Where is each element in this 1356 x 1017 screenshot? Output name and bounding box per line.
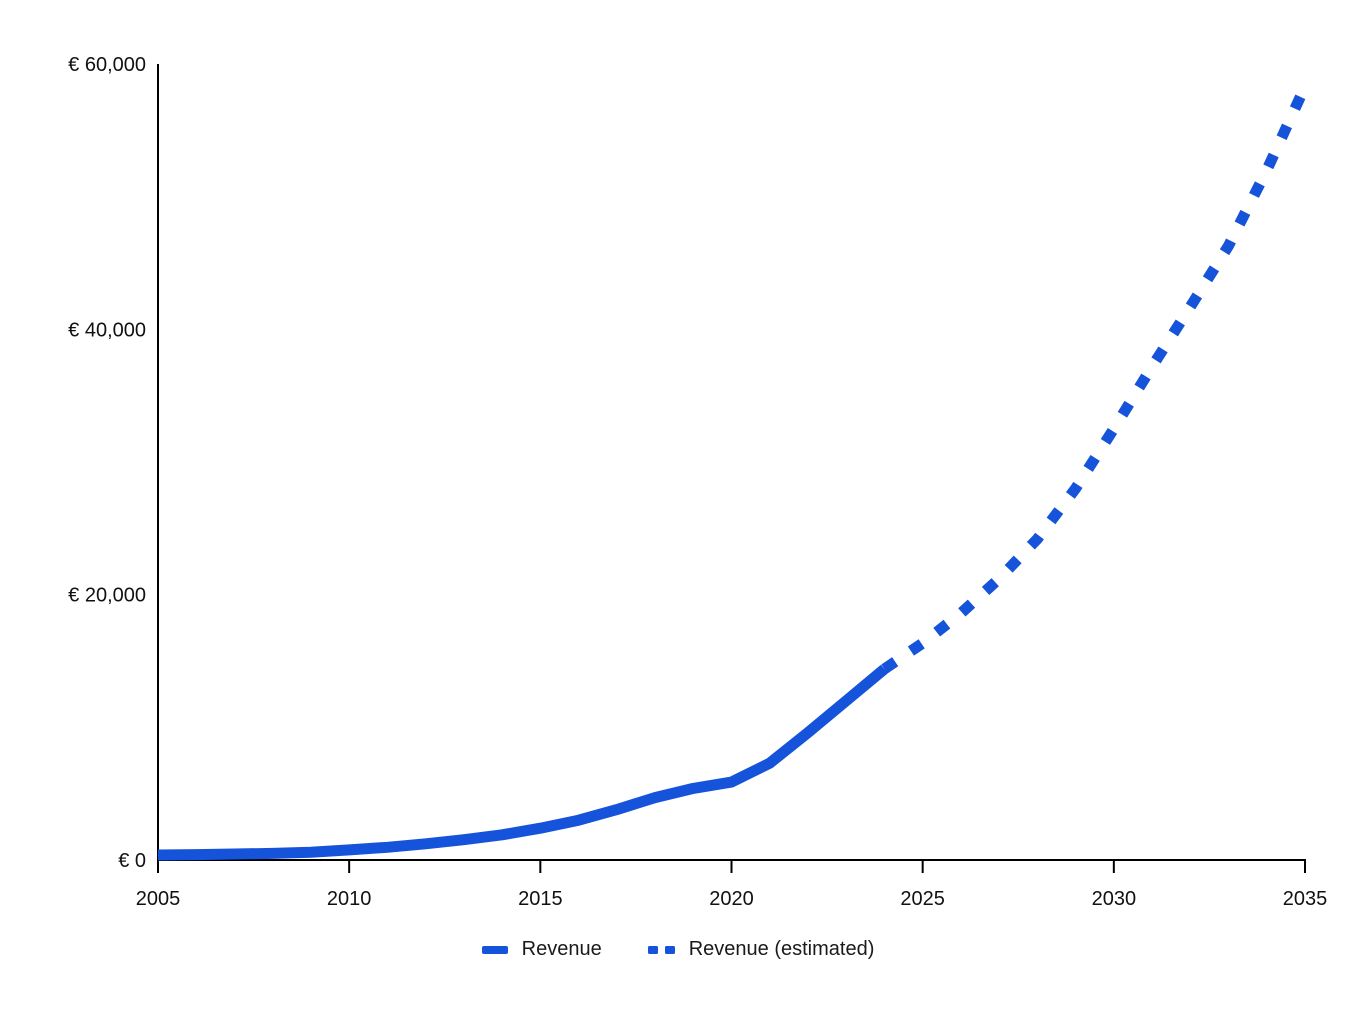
x-tick-label: 2025 xyxy=(900,888,945,910)
legend-label-revenue: Revenue xyxy=(521,938,602,960)
y-tick-label: € 40,000 xyxy=(68,319,146,341)
y-tick-label: € 60,000 xyxy=(68,54,146,76)
y-tick-label: € 20,000 xyxy=(68,585,146,607)
legend-label-revenue-estimated: Revenue (estimated) xyxy=(688,938,875,960)
x-tick-label: 2020 xyxy=(709,888,754,910)
x-tick-label: 2010 xyxy=(327,888,372,910)
y-tick-label: € 0 xyxy=(118,850,146,872)
revenue-estimated-line xyxy=(881,84,1311,674)
solid-line-swatch-icon xyxy=(481,945,508,954)
x-tick-label: 2030 xyxy=(1092,888,1137,910)
revenue-line xyxy=(157,664,888,861)
x-tick-label: 2035 xyxy=(1283,888,1328,910)
legend-item-revenue: Revenue xyxy=(481,938,602,961)
dashed-line-swatch-icon xyxy=(647,945,675,954)
x-tick-label: 2015 xyxy=(518,888,563,910)
legend-item-revenue-estimated: Revenue (estimated) xyxy=(647,938,875,961)
legend: Revenue Revenue (estimated) xyxy=(0,938,1356,961)
x-tick-label: 2005 xyxy=(136,888,181,910)
